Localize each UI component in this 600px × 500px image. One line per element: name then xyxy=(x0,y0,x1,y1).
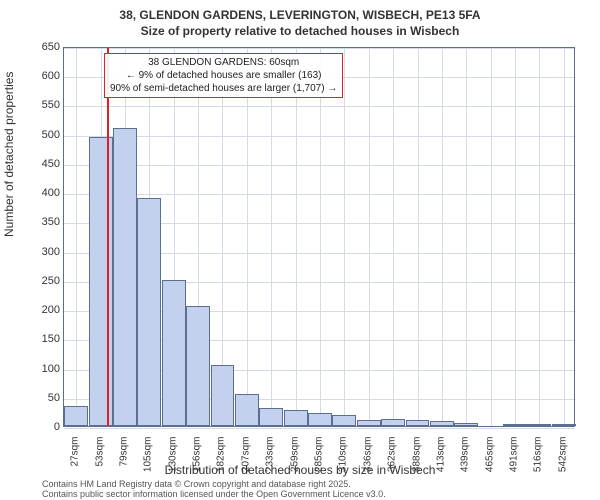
gridline-v xyxy=(539,48,540,426)
histogram-bar xyxy=(527,424,551,426)
x-tick-label: 542sqm xyxy=(557,437,568,477)
y-tick-label: 600 xyxy=(30,70,60,82)
gridline-v xyxy=(320,48,321,426)
x-tick-label: 491sqm xyxy=(509,437,520,477)
histogram-bar xyxy=(332,415,356,426)
histogram-bar xyxy=(381,419,405,426)
gridline-v xyxy=(344,48,345,426)
gridline-v xyxy=(515,48,516,426)
histogram-bar xyxy=(211,365,235,426)
gridline-v xyxy=(369,48,370,426)
x-tick-label: 516sqm xyxy=(533,437,544,477)
histogram-bar xyxy=(113,128,137,426)
x-tick-label: 259sqm xyxy=(289,437,300,477)
y-tick-label: 400 xyxy=(30,187,60,199)
histogram-bar xyxy=(406,420,430,426)
x-tick-label: 130sqm xyxy=(167,437,178,477)
x-tick-label: 105sqm xyxy=(143,437,154,477)
x-tick-label: 439sqm xyxy=(460,437,471,477)
y-axis-label: Number of detached properties xyxy=(2,72,16,237)
histogram-bar xyxy=(430,421,454,426)
gridline-h xyxy=(64,136,574,137)
gridline-h xyxy=(64,165,574,166)
gridline-h xyxy=(64,48,574,49)
x-tick-label: 362sqm xyxy=(387,437,398,477)
x-tick-label: 465sqm xyxy=(484,437,495,477)
annotation-line: ← 9% of detached houses are smaller (163… xyxy=(110,69,337,82)
histogram-bar xyxy=(308,413,332,426)
histogram-bar xyxy=(259,408,283,426)
x-tick-label: 413sqm xyxy=(435,437,446,477)
x-tick-label: 53sqm xyxy=(94,437,105,477)
y-tick-label: 0 xyxy=(30,421,60,433)
histogram-bar xyxy=(503,424,527,426)
chart-plot-area: 38 GLENDON GARDENS: 60sqm← 9% of detache… xyxy=(63,47,575,427)
gridline-v xyxy=(247,48,248,426)
gridline-v xyxy=(564,48,565,426)
annotation-box: 38 GLENDON GARDENS: 60sqm← 9% of detache… xyxy=(104,53,343,98)
x-tick-label: 79sqm xyxy=(118,437,129,477)
x-tick-label: 27sqm xyxy=(70,437,81,477)
property-marker-line xyxy=(107,48,109,426)
x-tick-label: 182sqm xyxy=(216,437,227,477)
x-tick-label: 207sqm xyxy=(240,437,251,477)
y-tick-label: 150 xyxy=(30,333,60,345)
y-tick-label: 650 xyxy=(30,41,60,53)
gridline-v xyxy=(296,48,297,426)
chart-title-address: 38, GLENDON GARDENS, LEVERINGTON, WISBEC… xyxy=(0,8,600,22)
y-tick-label: 450 xyxy=(30,158,60,170)
histogram-bar xyxy=(552,424,576,426)
annotation-line: 38 GLENDON GARDENS: 60sqm xyxy=(110,56,337,69)
x-tick-label: 310sqm xyxy=(338,437,349,477)
x-tick-label: 156sqm xyxy=(192,437,203,477)
x-tick-label: 233sqm xyxy=(265,437,276,477)
gridline-h xyxy=(64,106,574,107)
histogram-bar xyxy=(137,198,161,426)
y-tick-label: 50 xyxy=(30,392,60,404)
histogram-bar xyxy=(162,280,186,426)
histogram-bar xyxy=(235,394,259,426)
x-tick-label: 336sqm xyxy=(362,437,373,477)
footer-copyright-1: Contains HM Land Registry data © Crown c… xyxy=(42,479,351,489)
y-tick-label: 500 xyxy=(30,129,60,141)
gridline-v xyxy=(466,48,467,426)
gridline-h xyxy=(64,194,574,195)
y-tick-label: 300 xyxy=(30,246,60,258)
gridline-v xyxy=(418,48,419,426)
y-tick-label: 200 xyxy=(30,304,60,316)
gridline-v xyxy=(271,48,272,426)
chart-title-desc: Size of property relative to detached ho… xyxy=(0,24,600,38)
gridline-h xyxy=(64,428,574,429)
x-tick-label: 285sqm xyxy=(314,437,325,477)
gridline-v xyxy=(491,48,492,426)
annotation-line: 90% of semi-detached houses are larger (… xyxy=(110,82,337,95)
histogram-bar xyxy=(64,406,88,426)
gridline-v xyxy=(76,48,77,426)
gridline-v xyxy=(442,48,443,426)
histogram-bar xyxy=(284,410,308,426)
histogram-bar xyxy=(357,420,381,426)
histogram-bar xyxy=(454,423,478,427)
histogram-bar xyxy=(186,306,210,426)
y-tick-label: 250 xyxy=(30,275,60,287)
x-tick-label: 388sqm xyxy=(411,437,422,477)
gridline-v xyxy=(393,48,394,426)
footer-copyright-2: Contains public sector information licen… xyxy=(42,489,386,499)
y-tick-label: 550 xyxy=(30,99,60,111)
y-tick-label: 350 xyxy=(30,216,60,228)
y-tick-label: 100 xyxy=(30,363,60,375)
